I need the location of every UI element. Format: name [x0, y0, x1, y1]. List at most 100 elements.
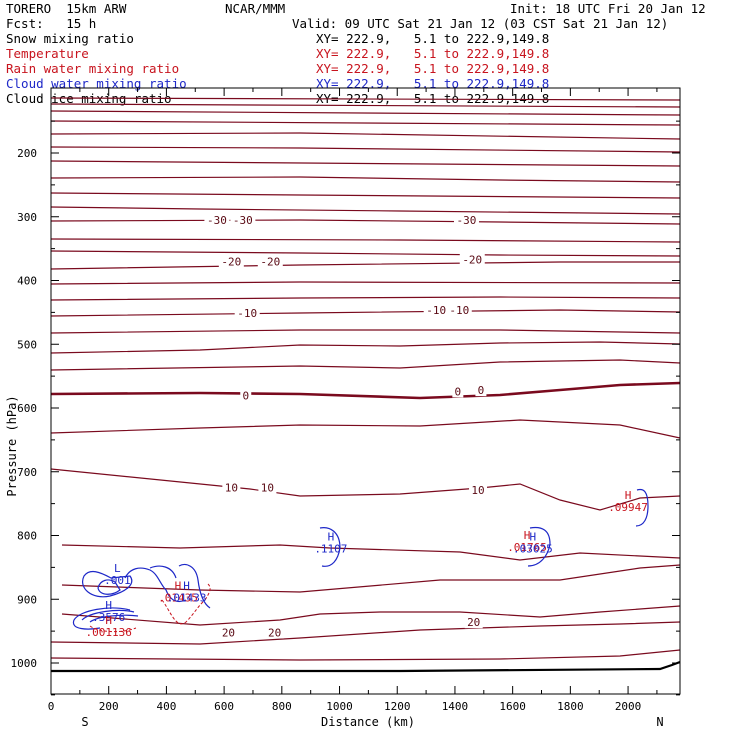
- isotherm-label-10: 0: [455, 385, 462, 398]
- isotherm-11: [50, 238, 681, 243]
- cloud-water-contour-3: [81, 609, 135, 621]
- org-label: NCAR/MMM: [225, 1, 286, 16]
- isotherm-19: [50, 359, 681, 371]
- legend-snow-xy: XY= 222.9, 5.1 to 222.9,149.8: [316, 31, 550, 46]
- isotherm-label-bg-13: [258, 480, 277, 494]
- isotherm-4: [50, 132, 681, 140]
- extremum-value-2: .01765: [507, 541, 547, 554]
- cloud-water-contour-2: [72, 607, 131, 630]
- extremum-value-5: .01433: [167, 591, 207, 604]
- x-endpoint-right: N: [656, 715, 663, 729]
- isotherm-label-bg-6: [234, 306, 260, 320]
- cloud-water-contour-4: [89, 614, 139, 623]
- isotherm-label-bg-0: [204, 212, 230, 226]
- extremum-marker-3: H: [530, 530, 537, 543]
- x-endpoint-left: S: [81, 715, 88, 729]
- isotherm-label-bg-3: [218, 254, 244, 268]
- x-tick-label-800: 800: [272, 700, 292, 713]
- forecast-hour: Fcst: 15 h: [6, 16, 97, 31]
- rain-water-contour-0: [161, 599, 206, 625]
- plot-frame: [50, 87, 681, 695]
- isotherm-label-bg-7: [423, 302, 449, 316]
- isotherm-label-bg-4: [257, 254, 283, 268]
- isotherm-label-16: 20: [268, 626, 281, 639]
- extremum-marker-8: H: [105, 614, 112, 627]
- isotherm-0: [50, 97, 681, 101]
- x-tick-label-1600: 1600: [499, 700, 526, 713]
- y-axis-label: Pressure (hPa): [5, 395, 19, 496]
- freezing-line: [50, 381, 681, 400]
- isotherm-14: [50, 281, 681, 285]
- isotherm-23: [61, 564, 681, 593]
- extremum-value-0: .09947: [608, 501, 648, 514]
- isotherm-8: [50, 192, 681, 199]
- extremum-marker-0: H: [625, 489, 632, 502]
- isotherm-label-bg-16: [265, 625, 284, 639]
- valid-time: Valid: 09 UTC Sat 21 Jan 12 (03 CST Sat …: [292, 16, 669, 31]
- isotherm-label-bg-17: [464, 615, 483, 629]
- extremum-value-7: .3576: [92, 611, 125, 624]
- x-tick-label-0: 0: [48, 700, 55, 713]
- y-tick-label-300: 300: [17, 211, 37, 224]
- x-tick-label-1200: 1200: [384, 700, 411, 713]
- isotherm-9: [50, 206, 681, 215]
- extremum-marker-6: L: [114, 562, 121, 575]
- isotherm-15: [50, 296, 681, 301]
- extremum-value-1: .1107: [314, 542, 347, 555]
- isotherm-label-11: 0: [478, 384, 485, 397]
- isotherm-12: [50, 250, 681, 257]
- extremum-value-6: .001: [104, 574, 131, 587]
- isotherm-label-13: 10: [261, 482, 274, 495]
- isotherm-10: [50, 219, 681, 225]
- model-title: TORERO 15km ARW: [6, 1, 127, 16]
- cloud-water-contour-8: [319, 527, 341, 567]
- isotherm-label-15: 20: [222, 626, 235, 639]
- y-tick-label-1000: 1000: [11, 657, 38, 670]
- isotherm-label-bg-10: [452, 384, 464, 398]
- terrain-surface: [51, 660, 681, 673]
- isotherm-label-bg-15: [219, 625, 238, 639]
- extrema-labels: H.09947H.1107H.01765H.03025H.01435H.0143…: [86, 489, 648, 639]
- isotherm-lines: [50, 97, 681, 661]
- isotherm-label-12: 10: [225, 482, 238, 495]
- cloud-water-contour-9: [527, 526, 551, 567]
- isotherm-7: [50, 176, 681, 183]
- isotherm-1: [50, 103, 681, 108]
- legend-cloud-water: Cloud water mixing ratio: [6, 76, 187, 91]
- legend-cloud-water-xy: XY= 222.9, 5.1 to 222.9,149.8: [316, 76, 550, 91]
- legend-rain: Rain water mixing ratio: [6, 61, 180, 76]
- isotherm-25: [50, 621, 681, 645]
- legend-temperature: Temperature: [6, 46, 89, 61]
- isotherm-label-17: 20: [467, 616, 480, 629]
- extremum-value-3: .03025: [513, 542, 553, 555]
- y-tick-label-400: 400: [17, 275, 37, 288]
- x-tick-label-1400: 1400: [442, 700, 469, 713]
- isotherm-label-14: 10: [471, 484, 484, 497]
- isotherm-label-0: -30: [207, 214, 227, 227]
- isotherm-16: [50, 309, 681, 317]
- isotherm-label-9: 0: [242, 389, 249, 402]
- x-tick-label-1800: 1800: [557, 700, 584, 713]
- isotherm-label-8: -10: [449, 304, 469, 317]
- plot-frame-rect: [50, 87, 681, 695]
- cloud-water-contour-6: [149, 565, 177, 579]
- isotherm-label-4: -20: [260, 255, 280, 268]
- isotherm-13: [50, 261, 680, 270]
- isotherm-5: [50, 146, 681, 153]
- rain-water-contour-1: [204, 583, 211, 601]
- isotherm-label-bg-12: [222, 480, 241, 494]
- isotherm-24: [61, 605, 681, 626]
- rain-water-contour-2: [89, 625, 137, 633]
- isotherm-label-2: -30: [457, 214, 477, 227]
- x-tick-label-1000: 1000: [326, 700, 353, 713]
- y-tick-label-500: 500: [17, 338, 37, 351]
- x-tick-label-400: 400: [156, 700, 176, 713]
- isotherm-20: [50, 419, 681, 439]
- isotherm-label-3: -20: [221, 255, 241, 268]
- isotherm-21: [50, 468, 681, 511]
- isotherm-label-bg-2: [453, 212, 479, 226]
- y-tick-label-200: 200: [17, 147, 37, 160]
